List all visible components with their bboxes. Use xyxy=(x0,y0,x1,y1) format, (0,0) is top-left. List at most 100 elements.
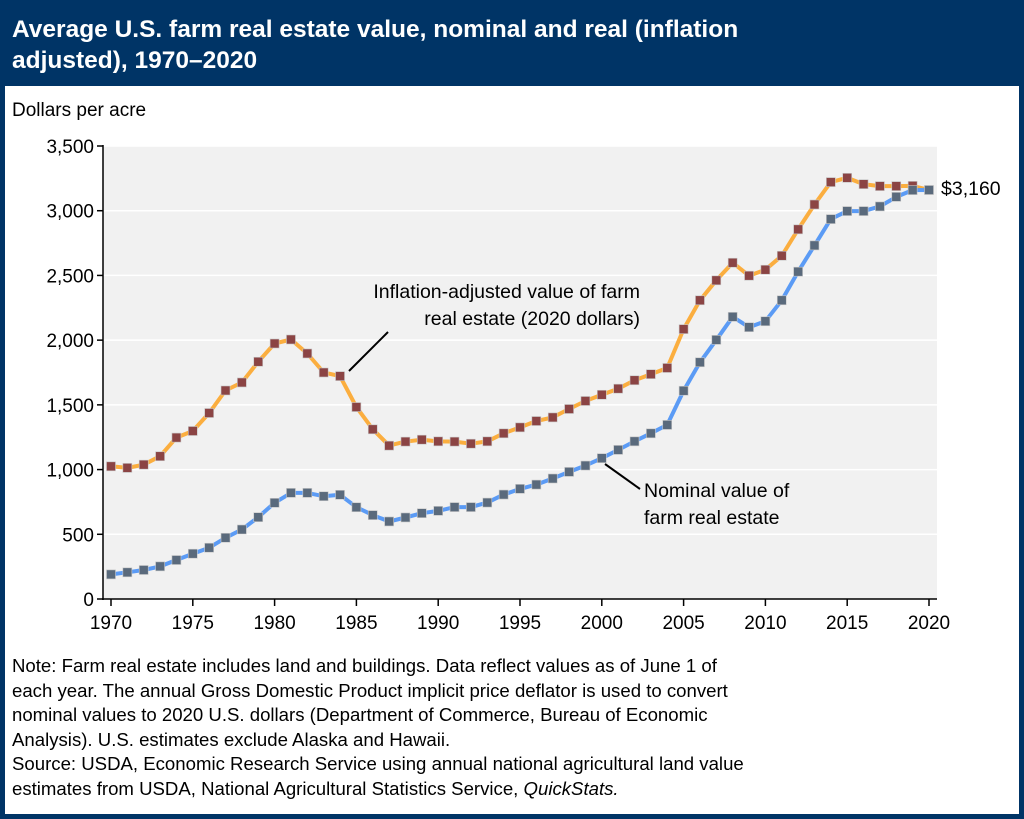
real-value-point xyxy=(498,428,509,439)
nominal-value-point xyxy=(482,497,493,508)
real-value-point xyxy=(646,369,656,379)
note-line-2: each year. The annual Gross Domestic Pro… xyxy=(12,679,728,701)
data-series xyxy=(106,173,934,580)
x-tick-label: 1980 xyxy=(253,613,295,634)
real-value-point xyxy=(122,463,133,473)
nominal-value-point xyxy=(793,266,803,277)
nominal-value-point xyxy=(907,185,918,195)
nominal-value-point xyxy=(842,206,853,216)
source-line-2-text: estimates from USDA, National Agricultur… xyxy=(12,777,524,799)
real-value-point xyxy=(204,408,214,418)
nominal-value-point xyxy=(400,512,411,523)
nominal-value-point xyxy=(417,508,427,518)
nominal-value-point xyxy=(826,214,836,224)
nominal-value-point xyxy=(662,420,673,430)
real-annotation-leader xyxy=(348,331,389,372)
chart-notes: Note: Farm real estate includes land and… xyxy=(12,654,1012,802)
real-value-point xyxy=(629,375,640,386)
nominal-value-point xyxy=(629,436,640,447)
real-value-point xyxy=(155,451,165,462)
real-value-point xyxy=(875,181,885,191)
nominal-value-point xyxy=(613,445,623,455)
plot-area xyxy=(103,146,937,599)
real-value-point xyxy=(727,257,738,268)
real-value-point xyxy=(367,424,378,435)
nominal-value-point xyxy=(367,510,378,520)
nominal-value-point xyxy=(449,502,460,512)
y-tick-label: 3,500 xyxy=(46,137,94,158)
nominal-value-point xyxy=(711,335,722,345)
real-value-point xyxy=(188,426,198,436)
nominal-value-point xyxy=(220,532,231,543)
x-tick-label: 1990 xyxy=(417,613,459,634)
real-value-point xyxy=(695,295,705,306)
x-tick-label: 2000 xyxy=(581,613,623,634)
real-value-point xyxy=(776,250,787,261)
source-quickstats: QuickStats. xyxy=(523,777,619,799)
nominal-value-point xyxy=(564,467,574,477)
nominal-value-point xyxy=(727,312,738,322)
nominal-value-point xyxy=(269,498,280,508)
real-value-point xyxy=(351,402,362,412)
real-value-point xyxy=(678,324,689,334)
real-value-point xyxy=(580,396,591,406)
nominal-value-point xyxy=(318,491,329,502)
real-value-point xyxy=(842,173,853,183)
real-value-point xyxy=(515,422,525,433)
real-value-point xyxy=(482,436,493,447)
x-tick-label: 2010 xyxy=(744,613,786,634)
nominal-value-point xyxy=(809,240,820,251)
y-tick-label: 2,000 xyxy=(46,331,94,352)
nominal-value-point xyxy=(891,192,902,202)
nominal-value-point xyxy=(678,385,689,396)
real-value-point xyxy=(269,338,280,349)
nominal-value-point xyxy=(776,295,787,306)
x-tick-label: 2020 xyxy=(908,613,950,634)
real-value-point xyxy=(449,436,460,447)
nominal-value-point xyxy=(695,357,705,368)
real-value-point xyxy=(711,275,722,286)
end-value-label: $3,160 xyxy=(941,178,1001,200)
real-value-point xyxy=(318,367,329,378)
real-value-point xyxy=(596,389,607,400)
real-value-point xyxy=(564,404,574,414)
nominal-series-label-line1: Nominal value of xyxy=(644,480,790,502)
real-value-point xyxy=(613,383,623,394)
nominal-value-point xyxy=(498,489,509,500)
nominal-value-point xyxy=(351,502,362,513)
nominal-value-point xyxy=(760,316,771,327)
y-tick-label: 2,500 xyxy=(46,266,94,287)
nominal-value-point xyxy=(122,567,133,578)
real-value-point xyxy=(433,436,444,447)
nominal-value-point xyxy=(580,460,591,471)
real-value-point xyxy=(891,181,902,191)
y-tick-label: 1,500 xyxy=(46,396,94,417)
real-value-point xyxy=(826,177,836,187)
real-value-point xyxy=(466,438,476,449)
note-line-3: nominal values to 2020 U.S. dollars (Dep… xyxy=(12,704,708,726)
nominal-value-point xyxy=(858,206,869,216)
chart-title-line1: Average U.S. farm real estate value, nom… xyxy=(12,16,739,43)
real-value-point xyxy=(760,264,771,275)
x-tick-label: 2005 xyxy=(662,613,704,634)
real-value-point xyxy=(417,434,427,445)
nominal-value-point xyxy=(433,506,444,516)
x-tick-label: 1995 xyxy=(499,613,541,634)
real-value-point xyxy=(793,224,803,235)
nominal-value-point xyxy=(547,473,558,484)
source-line-1: Source: USDA, Economic Research Service … xyxy=(12,753,744,775)
nominal-value-point xyxy=(253,512,264,523)
nominal-value-point xyxy=(204,542,214,553)
nominal-value-point xyxy=(744,322,754,333)
real-value-point xyxy=(302,348,313,359)
nominal-value-point xyxy=(237,524,247,535)
y-tick-label: 500 xyxy=(62,525,94,546)
nominal-value-point xyxy=(138,565,149,575)
nominal-value-point xyxy=(335,490,345,500)
nominal-value-point xyxy=(188,548,198,559)
nominal-value-point xyxy=(646,428,656,439)
real-value-point xyxy=(809,199,820,210)
nominal-value-point xyxy=(515,484,525,494)
